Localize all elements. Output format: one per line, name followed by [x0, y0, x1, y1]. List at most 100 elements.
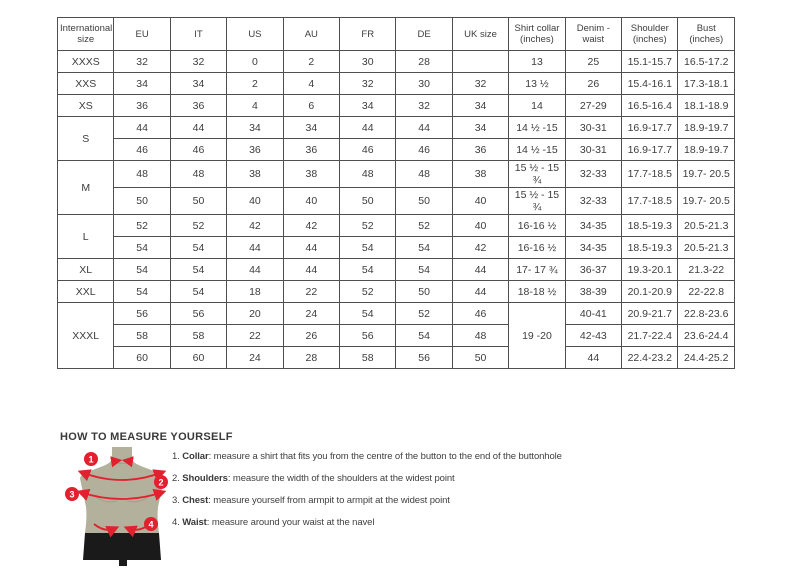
table-cell: 0 — [226, 50, 284, 73]
table-cell: 6 — [282, 94, 341, 117]
table-cell: 21.7-22.4 — [621, 324, 679, 347]
table-cell: 28 — [395, 50, 453, 73]
table-row: 60 60 24 28 58 56 50 44 22.4-23.2 24.4-25.2 — [58, 346, 735, 369]
table-cell: 34-35 — [564, 236, 623, 259]
table-row: 54 54 44 44 54 54 42 16-16 ½ 34-35 18.5-19.3 20.5-… — [58, 236, 735, 259]
size-cell: XXXL — [56, 302, 115, 369]
figure-marker-3: 3 — [65, 487, 79, 501]
table-cell: 24 — [282, 302, 341, 325]
svg-text:4: 4 — [148, 520, 153, 530]
table-cell: 2 — [226, 72, 284, 95]
instruction-number: 2. — [172, 473, 183, 484]
table-cell: 18.1-18.9 — [677, 94, 735, 117]
table-cell: 44 — [395, 116, 453, 139]
table-cell: 34 — [226, 116, 284, 139]
table-cell: 18.9-19.7 — [677, 138, 735, 161]
table-cell: 22.8-23.6 — [677, 302, 735, 325]
table-cell: 46 — [339, 138, 397, 161]
table-cell: 30 — [395, 72, 453, 95]
table-cell: 44 — [282, 236, 341, 259]
table-cell: 30 — [339, 50, 397, 73]
table-cell: 44 — [339, 116, 397, 139]
column-header: US — [226, 17, 284, 51]
table-cell: 42 — [451, 236, 510, 259]
waist-measure-arrow-left — [93, 523, 120, 538]
measure-instruction: 4. Waist: measure around your waist at t… — [172, 517, 552, 529]
instruction-text: : measure yourself from armpit to armpit… — [208, 495, 450, 506]
table-cell: 16.9-17.7 — [621, 138, 679, 161]
table-cell: 44 — [226, 258, 284, 281]
table-cell: 16-16 ½ — [508, 214, 566, 237]
collar-measure-arrow-right — [121, 456, 134, 468]
table-cell: 32-33 — [564, 187, 623, 215]
instruction-text: : measure around your waist at the navel — [206, 517, 375, 528]
table-cell: 32 — [113, 50, 171, 73]
size-cell: XXL — [56, 280, 115, 303]
figure-marker-4: 4 — [144, 517, 158, 531]
table-cell: 32 — [339, 72, 397, 95]
instruction-text: : measure a shirt that fits you from the… — [208, 451, 562, 462]
table-cell: 56 — [113, 302, 171, 325]
table-cell: 60 — [113, 346, 171, 369]
table-cell: 22 — [282, 280, 341, 303]
table-cell: 17- 17 ¾ — [508, 258, 566, 281]
svg-text:3: 3 — [69, 490, 74, 500]
table-cell: 52 — [339, 280, 397, 303]
table-cell: 44 — [169, 116, 228, 139]
instruction-label: Shoulders — [182, 473, 228, 484]
table-cell: 24.4-25.2 — [677, 346, 735, 369]
table-cell: 20 — [226, 302, 284, 325]
table-cell: 14 — [508, 94, 566, 117]
table-cell: 28 — [282, 346, 341, 369]
table-cell: 48 — [395, 160, 453, 188]
instruction-text: : measure the width of the shoulders at … — [227, 473, 455, 484]
figure-marker-2: 2 — [154, 475, 168, 489]
table-cell: 34 — [169, 72, 228, 95]
table-cell: 13 — [508, 50, 566, 73]
table-cell: 30-31 — [564, 138, 623, 161]
instruction-number: 1. — [172, 451, 183, 462]
table-cell: 34-35 — [564, 214, 623, 237]
table-cell: 56 — [169, 302, 228, 325]
table-cell: 40 — [451, 214, 510, 237]
column-header: FR — [339, 17, 397, 51]
table-cell: 19.7- 20.5 — [677, 187, 735, 215]
table-cell: 42 — [282, 214, 341, 237]
table-cell: 14 ½ -15 — [508, 138, 566, 161]
svg-text:2: 2 — [158, 478, 163, 488]
table-cell: 54 — [113, 280, 171, 303]
table-cell: 44 — [113, 116, 171, 139]
measure-instruction: 1. Collar: measure a shirt that fits you… — [172, 451, 562, 463]
table-cell: 48 — [169, 160, 228, 188]
table-cell: 20.5-21.3 — [677, 236, 735, 259]
table-cell: 38-39 — [564, 280, 623, 303]
shorts-notch — [119, 560, 127, 566]
table-cell: 52 — [169, 214, 228, 237]
table-row: XS 36 36 4 6 34 32 34 14 27-29 16.5-16.4 18.1-18.9 — [56, 94, 735, 117]
table-row: XL 54 54 44 44 54 54 44 17- 17 ¾ 36-37 19.3-20.1 21… — [56, 258, 735, 281]
chest-measure-line — [76, 488, 167, 501]
instruction-label: Chest — [182, 495, 209, 506]
table-cell: 21.3-22 — [677, 258, 735, 281]
table-cell: 54 — [395, 324, 453, 347]
table-cell: 34 — [113, 72, 171, 95]
column-header: International size — [56, 17, 115, 51]
instruction-label: Collar — [182, 451, 209, 462]
size-cell: L — [56, 214, 115, 259]
table-cell: 36 — [451, 138, 510, 161]
table-cell: 52 — [339, 214, 397, 237]
table-cell: 25 — [564, 50, 623, 73]
table-cell: 17.3-18.1 — [677, 72, 735, 95]
table-cell: 15.4-16.1 — [621, 72, 679, 95]
table-cell: 60 — [169, 346, 228, 369]
table-cell: 40 — [451, 187, 510, 215]
table-cell: 44 — [451, 280, 510, 303]
table-cell: 54 — [339, 236, 397, 259]
table-cell: 52 — [395, 214, 453, 237]
table-cell: 40 — [282, 187, 341, 215]
table-cell: 54 — [169, 258, 228, 281]
table-cell: 52 — [395, 302, 453, 325]
table-cell: 19.3-20.1 — [621, 258, 679, 281]
table-cell: 42-43 — [564, 324, 623, 347]
size-chart-header: International size EU IT US AU FR DE UK size Shi… — [56, 17, 735, 51]
